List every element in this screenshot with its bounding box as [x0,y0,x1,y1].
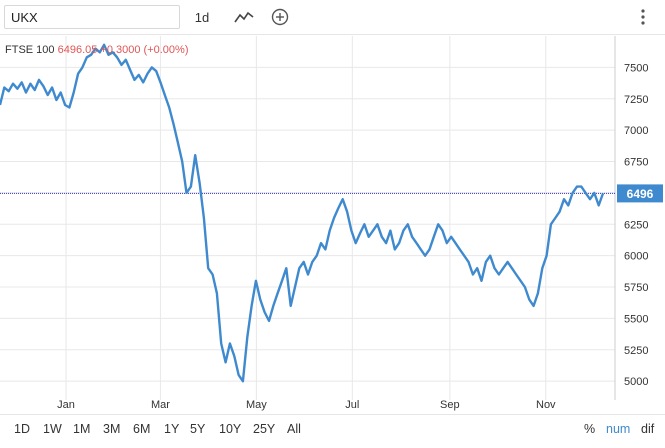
x-tick-label: Nov [536,399,556,411]
y-tick-label: 6000 [624,251,648,263]
y-tick-label: 6250 [624,219,648,231]
range-bar: 1D 1W 1M 3M 6M 1Y 5Y 10Y 25Y All % num d… [0,414,665,448]
x-tick-label: May [246,399,267,411]
mode-percent-button[interactable]: % [584,422,596,436]
price-chart[interactable]: 5000525055005750600062506500675070007250… [0,36,665,414]
chart-type-button[interactable] [230,4,258,30]
chart-legend: FTSE 100 6496.05 +0.3000 (+0.00%) [5,44,189,56]
compare-button[interactable] [268,4,292,30]
mode-dif-button[interactable]: dif [641,422,655,436]
symbol-input[interactable] [4,5,180,29]
last-price-badge [617,184,663,203]
range-6m-button[interactable]: 6M [133,422,151,436]
x-tick-label: Jan [57,399,75,411]
y-tick-label: 7000 [624,125,648,137]
range-1m-button[interactable]: 1M [73,422,91,436]
range-1y-button[interactable]: 1Y [164,422,180,436]
x-tick-label: Mar [151,399,170,411]
series-line [0,43,605,383]
x-tick-label: Sep [440,399,460,411]
x-tick-label: Jul [345,399,359,411]
chart-area[interactable]: 5000525055005750600062506500675070007250… [0,36,665,414]
y-tick-label: 5250 [624,345,648,357]
vertical-dots-icon [641,9,645,25]
range-all-button[interactable]: All [287,422,301,436]
legend-change: +0.3000 (+0.00%) [100,44,189,56]
y-tick-label: 7250 [624,94,648,106]
range-5y-button[interactable]: 5Y [190,422,206,436]
legend-price: 6496.05 [57,44,98,56]
y-tick-label: 5500 [624,313,648,325]
legend-name: FTSE 100 [5,44,55,56]
y-tick-label: 5750 [624,282,648,294]
range-1d-button[interactable]: 1D [14,422,30,436]
last-price-label: 6496 [627,187,654,201]
y-tick-label: 7500 [624,62,648,74]
line-chart-icon [234,11,254,23]
range-10y-button[interactable]: 10Y [219,422,242,436]
menu-button[interactable] [633,4,653,30]
y-tick-label: 6750 [624,157,648,169]
mode-num-button[interactable]: num [606,422,631,436]
range-3m-button[interactable]: 3M [103,422,121,436]
y-tick-label: 5000 [624,376,648,388]
plus-circle-icon [271,8,289,26]
toolbar: 1d [0,0,665,35]
interval-button[interactable]: 1d [194,9,210,25]
range-1w-button[interactable]: 1W [43,422,62,436]
range-25y-button[interactable]: 25Y [253,422,276,436]
